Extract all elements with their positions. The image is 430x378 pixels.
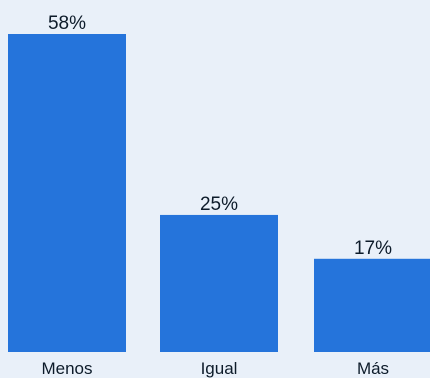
value-label-igual: 25% [200,194,238,215]
value-label-mas: 17% [354,238,392,259]
value-labels-group: 58% 25% 17% [48,13,392,259]
category-label-igual: Igual [201,359,238,378]
bar-mas [314,258,430,352]
value-label-menos: 58% [48,13,86,34]
category-label-mas: Más [357,359,389,378]
bar-menos [8,34,126,352]
bar-igual [160,214,278,352]
category-label-menos: Menos [41,359,92,378]
bars-group [8,34,430,352]
category-labels-group: Menos Igual Más [41,359,389,378]
